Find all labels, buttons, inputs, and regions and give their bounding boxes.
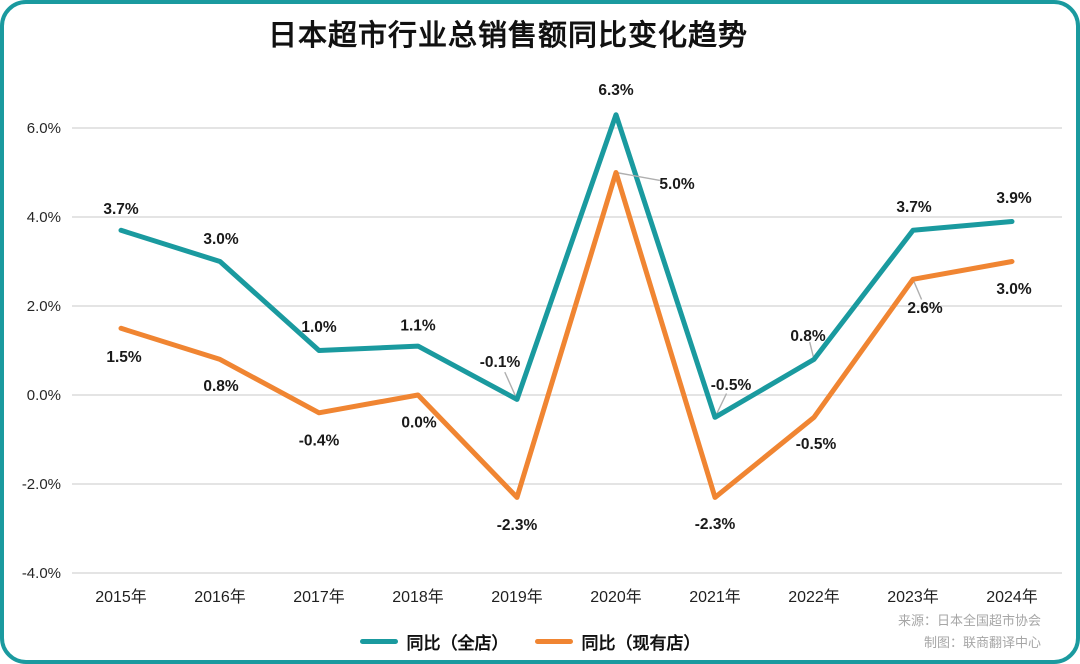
- data-point-label: 0.8%: [790, 328, 826, 345]
- y-axis-tick-label: 0.0%: [27, 387, 61, 404]
- source-line: 来源：日本全国超市协会: [897, 613, 1041, 628]
- series-line: [118, 170, 1015, 500]
- legend-item-all-stores: 同比（全店）: [359, 629, 509, 654]
- x-axis-tick-label: 2024年: [986, 588, 1038, 606]
- data-point-label: 3.7%: [103, 201, 139, 218]
- legend-label-existing-stores: 同比（现有店）: [581, 633, 701, 653]
- data-point-label: 3.9%: [996, 190, 1032, 207]
- label-leader-line: [912, 279, 923, 300]
- data-point-label: 3.7%: [896, 199, 932, 216]
- data-point-label: -0.4%: [299, 432, 340, 449]
- data-point-label: 1.5%: [106, 349, 142, 366]
- x-axis-tick-label: 2022年: [788, 588, 840, 606]
- data-point-label: 3.0%: [203, 231, 239, 248]
- data-point-label: 3.0%: [996, 281, 1032, 298]
- x-axis-tick-label: 2019年: [491, 588, 543, 606]
- x-axis-tick-label: 2017年: [293, 588, 345, 606]
- chart-legend: 同比（全店） 同比（现有店）: [4, 627, 1056, 655]
- data-point-label: 1.0%: [301, 319, 337, 336]
- chart-title: 日本超市行业总销售额同比变化趋势: [267, 20, 748, 52]
- credit-line: 制图：联商翻译中心: [923, 635, 1041, 650]
- x-axis-tick-label: 2023年: [887, 588, 939, 606]
- series-line: [118, 112, 1015, 420]
- x-axis-tick-label: 2021年: [689, 588, 741, 606]
- chart-plot: 6.0% 4.0% 2.0% 0.0% -2.0% -4.0% 2015年 2016年 2017…: [22, 82, 1062, 606]
- data-point-label: -2.3%: [695, 516, 736, 533]
- y-axis-tick-label: 4.0%: [27, 209, 61, 226]
- label-leader-line: [615, 171, 661, 182]
- x-axis-tick-label: 2016年: [194, 588, 246, 606]
- data-point-label: 0.0%: [401, 415, 437, 432]
- data-point-label: 2.6%: [907, 300, 943, 317]
- x-axis-tick-label: 2018年: [392, 588, 444, 606]
- legend-label-all-stores: 同比（全店）: [406, 633, 509, 653]
- y-axis-tick-label: 2.0%: [27, 298, 61, 315]
- data-point-label: -0.5%: [711, 377, 752, 394]
- label-leader-line: [504, 371, 518, 400]
- x-axis-tick-label: 2020年: [590, 588, 642, 606]
- legend-item-existing-stores: 同比（现有店）: [534, 629, 701, 654]
- existing-stores-line-swatch-icon: [534, 638, 573, 644]
- data-point-label: 5.0%: [659, 176, 695, 193]
- data-point-label: 6.3%: [598, 82, 634, 99]
- all-stores-line-swatch-icon: [359, 638, 398, 644]
- y-axis-tick-label: -4.0%: [22, 565, 61, 582]
- source-credits: 来源：日本全国超市协会 制图：联商翻译中心: [898, 610, 1041, 654]
- data-point-label: -0.1%: [480, 354, 521, 371]
- data-point-label: -2.3%: [497, 517, 538, 534]
- x-axis-tick-label: 2015年: [95, 588, 147, 606]
- data-point-label: 0.8%: [203, 378, 239, 395]
- y-axis-tick-label: 6.0%: [27, 120, 61, 137]
- data-point-label: -0.5%: [796, 436, 837, 453]
- data-point-label: 1.1%: [400, 318, 436, 335]
- y-axis-tick-label: -2.0%: [22, 476, 61, 493]
